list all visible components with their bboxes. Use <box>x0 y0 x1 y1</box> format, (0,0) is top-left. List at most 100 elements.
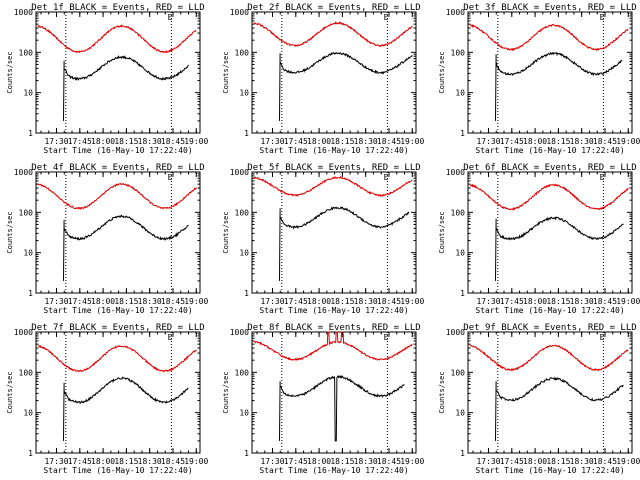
x-tick-label: 18:15 <box>114 457 138 466</box>
y-axis-label: Counts/sec <box>6 51 14 93</box>
y-tick-label: 100 <box>235 208 250 217</box>
y-tick-label: 10 <box>455 409 465 418</box>
y-tick-label: 1000 <box>230 8 249 17</box>
flag-letter: E <box>168 333 173 342</box>
x-tick-label: 19:00 <box>616 297 640 306</box>
events-series-line <box>279 51 413 121</box>
y-tick-label: 1000 <box>230 328 249 337</box>
plot-frame <box>35 11 201 134</box>
events-series-line <box>279 374 405 442</box>
x-tick-label: 17:30 <box>476 457 500 466</box>
flag-letter: E <box>600 13 605 22</box>
y-tick-label: 1000 <box>14 328 33 337</box>
y-tick-label: 1000 <box>446 328 465 337</box>
y-axis-label: Counts/sec <box>222 211 230 253</box>
x-tick-label: 17:45 <box>68 457 92 466</box>
y-tick-label: 100 <box>451 368 466 377</box>
x-tick-label: 18:45 <box>377 137 401 146</box>
panel-title: Det 8f BLACK = Events, RED = LLD <box>247 323 420 333</box>
x-tick-label: 19:00 <box>400 297 424 306</box>
flag-letter: E <box>600 333 605 342</box>
x-tick-label: 19:00 <box>616 457 640 466</box>
x-tick-label: 18:30 <box>570 137 594 146</box>
x-tick-label: 18:00 <box>307 137 331 146</box>
events-series-line <box>495 51 623 121</box>
x-tick-label: 17:45 <box>500 137 524 146</box>
x-tick-label: 17:30 <box>44 457 68 466</box>
y-tick-label: 10 <box>239 249 249 258</box>
y-tick-label: 10 <box>239 89 249 98</box>
y-tick-label: 100 <box>235 368 250 377</box>
panel-title: Det 6f BLACK = Events, RED = LLD <box>463 163 636 173</box>
plot-frame <box>35 171 201 294</box>
y-tick-label: 1 <box>28 449 33 458</box>
y-tick-label: 1 <box>244 289 249 298</box>
x-tick-label: 19:00 <box>400 137 424 146</box>
plot-frame <box>467 331 633 454</box>
events-series-line <box>495 215 624 281</box>
x-tick-label: 18:15 <box>330 137 354 146</box>
x-tick-label: 18:45 <box>161 137 185 146</box>
plot-frame <box>251 171 417 294</box>
lld-series-line <box>253 21 413 48</box>
y-tick-label: 100 <box>451 208 466 217</box>
y-tick-label: 10 <box>455 89 465 98</box>
flag-letter: E <box>168 13 173 22</box>
panel-title: Det 2f BLACK = Events, RED = LLD <box>247 3 420 13</box>
y-tick-label: 10 <box>23 409 33 418</box>
x-tick-label: 18:15 <box>546 297 570 306</box>
x-tick-label: 18:45 <box>593 137 617 146</box>
x-tick-label: 18:00 <box>523 137 547 146</box>
x-tick-label: 18:15 <box>546 457 570 466</box>
x-tick-label: 18:00 <box>91 297 115 306</box>
x-tick-label: 17:45 <box>500 457 524 466</box>
y-tick-label: 1000 <box>446 168 465 177</box>
x-axis-label: Start Time (16-May-10 17:22:40) <box>259 306 408 315</box>
events-series-line <box>63 376 189 441</box>
x-axis-label: Start Time (16-May-10 17:22:40) <box>259 466 408 475</box>
y-tick-label: 100 <box>451 48 466 57</box>
x-tick-label: 17:45 <box>68 137 92 146</box>
y-tick-label: 1 <box>244 449 249 458</box>
x-axis-label: Start Time (16-May-10 17:22:40) <box>475 466 624 475</box>
x-tick-label: 18:15 <box>114 297 138 306</box>
x-tick-label: 17:45 <box>500 297 524 306</box>
events-series-line <box>495 376 624 441</box>
x-tick-label: 17:30 <box>44 297 68 306</box>
x-tick-label: 17:45 <box>284 297 308 306</box>
x-tick-label: 18:00 <box>523 297 547 306</box>
flag-letter: E <box>384 333 389 342</box>
y-tick-label: 10 <box>455 249 465 258</box>
x-tick-label: 18:30 <box>138 297 162 306</box>
x-tick-label: 17:30 <box>44 137 68 146</box>
events-series-line <box>279 206 410 281</box>
panel-title: Det 9f BLACK = Events, RED = LLD <box>463 323 636 333</box>
y-tick-label: 1000 <box>446 8 465 17</box>
x-tick-label: 18:30 <box>354 457 378 466</box>
y-axis-label: Counts/sec <box>6 211 14 253</box>
y-axis-label: Counts/sec <box>222 51 230 93</box>
x-tick-label: 18:45 <box>161 297 185 306</box>
x-tick-label: 18:45 <box>377 457 401 466</box>
y-axis-label: Counts/sec <box>6 371 14 413</box>
x-tick-label: 19:00 <box>184 457 208 466</box>
panel-title: Det 1f BLACK = Events, RED = LLD <box>31 3 204 13</box>
x-tick-label: 18:15 <box>546 137 570 146</box>
x-tick-label: 18:30 <box>354 137 378 146</box>
x-tick-label: 18:30 <box>138 457 162 466</box>
x-axis-label: Start Time (16-May-10 17:22:40) <box>475 306 624 315</box>
x-tick-label: 17:45 <box>68 297 92 306</box>
y-tick-label: 1000 <box>14 168 33 177</box>
y-tick-label: 1 <box>28 129 33 138</box>
y-tick-label: 1000 <box>14 8 33 17</box>
x-tick-label: 19:00 <box>184 297 208 306</box>
x-tick-label: 18:00 <box>91 457 115 466</box>
x-tick-label: 18:00 <box>307 457 331 466</box>
y-tick-label: 1000 <box>230 168 249 177</box>
lld-series-line <box>37 182 197 210</box>
